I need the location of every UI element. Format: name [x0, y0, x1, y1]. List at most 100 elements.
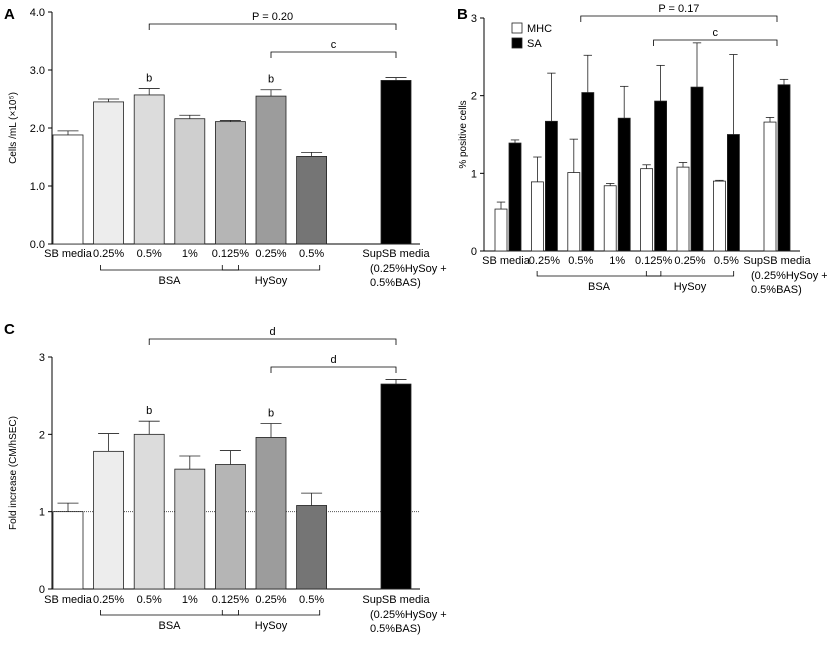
bar: [133, 433, 165, 590]
x-tick-label: 0.125%: [212, 248, 250, 260]
bar-significance-label: b: [268, 408, 274, 420]
x-tick-label: 0.25%: [255, 594, 286, 606]
significance-label: c: [331, 39, 337, 51]
bar: [52, 511, 84, 590]
bar: [296, 505, 328, 590]
group-label: HySoy: [674, 281, 707, 293]
y-tick-label: 3.0: [30, 65, 45, 77]
x-tick-label: SupSB media: [362, 594, 430, 606]
panel-letter: C: [4, 321, 15, 338]
x-tick-label: 0.5%: [137, 248, 162, 260]
bar: [214, 121, 246, 245]
bar-mhc: [676, 166, 690, 252]
panel-letter: B: [457, 6, 468, 23]
group-label: BSA: [158, 275, 181, 287]
significance-label: P = 0.20: [252, 11, 293, 23]
x-tick-label: SB media: [44, 248, 93, 260]
bar: [174, 468, 206, 590]
bar-sa: [508, 142, 522, 252]
bar: [296, 156, 328, 245]
bar-significance-label: b: [146, 73, 152, 85]
bar: [255, 95, 287, 245]
significance-label: c: [713, 27, 719, 39]
significance-label: d: [330, 354, 336, 366]
significance-bracket: [653, 39, 778, 46]
group-label: BSA: [158, 620, 181, 632]
bar-sa: [690, 86, 704, 252]
bar-sa: [545, 120, 558, 252]
group-bracket: [100, 265, 239, 271]
bar: [133, 94, 165, 245]
x-tick-sublabel: (0.25%HySoy +: [370, 263, 447, 275]
y-tick-label: 0: [471, 246, 477, 258]
bar: [380, 80, 412, 245]
x-tick-sublabel: 0.5%BAS): [370, 623, 421, 635]
significance-bracket: [270, 51, 397, 58]
chart-panel-a: A 0.0 1.0 2.0 3.0 4.0 Cells /mL (×10⁵) b b SB med…: [4, 6, 447, 289]
x-tick-label: 0.5%: [137, 594, 162, 606]
panel-letter: A: [4, 6, 15, 23]
y-tick-label: 4.0: [30, 7, 45, 19]
bar: [214, 464, 246, 590]
y-tick-label: 2.0: [30, 123, 45, 135]
bar: [93, 101, 124, 245]
bar-mhc: [763, 121, 777, 252]
significance-label: P = 0.17: [658, 3, 699, 15]
significance-bracket: [148, 338, 397, 345]
x-tick-label: 1%: [182, 248, 198, 260]
group-bracket: [645, 271, 735, 277]
y-tick-label: 2: [471, 91, 477, 103]
x-tick-label: 0.5%: [714, 255, 739, 267]
x-tick-label: 0.5%: [568, 255, 593, 267]
bar-sa: [617, 117, 631, 252]
group-bracket: [100, 610, 239, 616]
x-tick-label: 0.25%: [93, 594, 124, 606]
y-axis-label: Cells /mL (×10⁵): [8, 92, 19, 164]
group-bracket: [221, 265, 321, 271]
bar-sa: [777, 84, 791, 252]
group-label: HySoy: [255, 620, 288, 632]
x-tick-label: 0.25%: [255, 248, 286, 260]
x-tick-label: 0.25%: [674, 255, 705, 267]
bar: [380, 383, 412, 590]
x-tick-label: 0.5%: [299, 248, 324, 260]
bar-mhc: [567, 172, 581, 252]
bar-sa: [727, 134, 740, 252]
x-tick-sublabel: 0.5%BAS): [751, 284, 802, 296]
bar-sa: [581, 92, 595, 252]
bar-mhc: [713, 180, 726, 252]
bar-sa: [654, 100, 667, 252]
x-tick-label: 1%: [182, 594, 198, 606]
bar-mhc: [531, 181, 544, 252]
legend-swatch: [511, 22, 523, 34]
x-tick-label: 0.25%: [93, 248, 124, 260]
x-tick-label: 0.25%: [529, 255, 560, 267]
y-tick-label: 2: [39, 429, 45, 441]
group-bracket: [221, 610, 321, 616]
group-label: HySoy: [255, 275, 288, 287]
x-tick-sublabel: 0.5%BAS): [370, 277, 421, 289]
significance-bracket: [148, 23, 397, 30]
x-tick-label: SupSB media: [362, 248, 430, 260]
significance-bracket: [580, 15, 778, 22]
legend-swatch: [511, 37, 523, 49]
bar-mhc: [494, 208, 508, 252]
group-label: BSA: [588, 281, 611, 293]
x-tick-label: 0.125%: [212, 594, 250, 606]
bar-significance-label: b: [268, 74, 274, 86]
significance-label: d: [270, 326, 276, 338]
y-tick-label: 1: [39, 507, 45, 519]
y-tick-label: 0: [39, 584, 45, 596]
y-tick-label: 1.0: [30, 181, 45, 193]
significance-bracket: [270, 366, 397, 373]
legend-label: MHC: [527, 23, 552, 35]
x-tick-label: 0.125%: [635, 255, 673, 267]
bar: [52, 134, 84, 245]
y-tick-label: 0.0: [30, 239, 45, 251]
y-tick-label: 3: [39, 352, 45, 364]
group-bracket: [536, 271, 662, 277]
bar-mhc: [603, 185, 617, 252]
